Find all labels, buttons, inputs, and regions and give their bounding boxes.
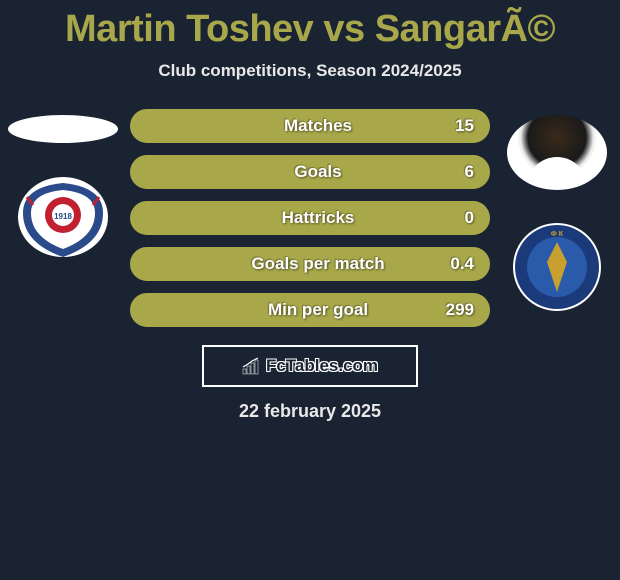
stat-label: Min per goal [268,300,368,320]
stat-value-right: 299 [446,300,474,320]
left-club-crest: 1918 [13,175,113,265]
comparison-body: 1918 Matches 15 Goals 6 Hattricks 0 Goal… [0,99,620,327]
stat-label: Goals [294,162,341,182]
stat-bars: Matches 15 Goals 6 Hattricks 0 Goals per… [118,99,502,327]
stat-bar-hattricks: Hattricks 0 [130,201,490,235]
right-player-column: Ф К [502,99,612,312]
left-player-column: 1918 [8,99,118,265]
svg-text:Ф К: Ф К [551,231,564,238]
stat-bar-min-per-goal: Min per goal 299 [130,293,490,327]
stat-value-right: 0 [465,208,474,228]
stat-bar-matches: Matches 15 [130,109,490,143]
right-club-crest: Ф К [507,222,607,312]
chart-icon [242,357,260,375]
stat-label: Goals per match [251,254,384,274]
stat-value-right: 6 [465,162,474,182]
stat-value-right: 0.4 [450,254,474,274]
comparison-date: 22 february 2025 [0,401,620,422]
right-player-photo [507,115,607,190]
season-subtitle: Club competitions, Season 2024/2025 [0,61,620,81]
brand-name: FcTables.com [266,356,378,376]
stat-bar-goals-per-match: Goals per match 0.4 [130,247,490,281]
left-player-photo [8,115,118,143]
brand-badge: FcTables.com [202,345,418,387]
stat-value-right: 15 [455,116,474,136]
stat-label: Matches [284,116,352,136]
stat-bar-goals: Goals 6 [130,155,490,189]
svg-text:1918: 1918 [54,212,72,221]
comparison-title: Martin Toshev vs SangarÃ© [0,0,620,61]
stat-label: Hattricks [282,208,355,228]
